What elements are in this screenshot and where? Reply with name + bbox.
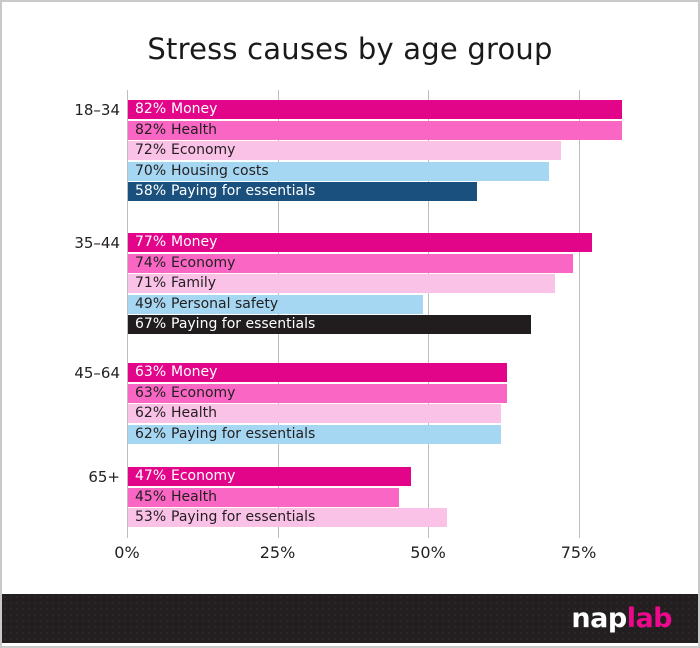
bar-value: 70% — [135, 163, 167, 179]
bar-value: 72% — [135, 142, 167, 158]
bar: 82% Money — [128, 100, 622, 119]
bar-value: 62% — [135, 426, 167, 442]
bar: 62% Paying for essentials — [128, 425, 501, 444]
bar: 71% Family — [128, 274, 555, 293]
bar: 82% Health — [128, 121, 622, 140]
bar-value: 63% — [135, 364, 167, 380]
bar-value: 74% — [135, 255, 167, 271]
footer-bar: naplab — [2, 594, 698, 643]
bar-label: Money — [171, 364, 218, 380]
bar-label: Economy — [171, 255, 236, 271]
bar-value: 63% — [135, 385, 167, 401]
gridline — [428, 90, 429, 538]
bar-value: 62% — [135, 405, 167, 421]
bar-label: Economy — [171, 468, 236, 484]
bar-label: Personal safety — [171, 296, 279, 312]
bar-label: Economy — [171, 385, 236, 401]
bar-label: Paying for essentials — [171, 183, 316, 199]
logo-text-nap: nap — [571, 603, 627, 634]
bar: 74% Economy — [128, 254, 573, 273]
logo-text-lab: lab — [626, 603, 673, 634]
bar: 47% Economy — [128, 467, 411, 486]
bar-value: 71% — [135, 275, 167, 291]
bar-label: Money — [171, 234, 218, 250]
bar-value: 49% — [135, 296, 167, 312]
bar-label: Housing costs — [171, 163, 269, 179]
bar: 63% Money — [128, 363, 507, 382]
group-label: 65+ — [88, 468, 120, 486]
bar-label: Economy — [171, 142, 236, 158]
bar-value: 77% — [135, 234, 167, 250]
bar-label: Health — [171, 405, 217, 421]
bar-label: Health — [171, 122, 217, 138]
bar-label: Paying for essentials — [171, 509, 316, 525]
bar-label: Money — [171, 101, 218, 117]
bar: 49% Personal safety — [128, 295, 423, 314]
bar-value: 82% — [135, 122, 167, 138]
bar-value: 67% — [135, 316, 167, 332]
bar: 72% Economy — [128, 141, 561, 160]
bar: 58% Paying for essentials — [128, 182, 477, 201]
bar-label: Health — [171, 489, 217, 505]
bar-label: Family — [171, 275, 217, 291]
gridline — [127, 90, 128, 538]
bar: 67% Paying for essentials — [128, 315, 531, 334]
bar: 62% Health — [128, 404, 501, 423]
bar-label: Paying for essentials — [171, 426, 316, 442]
group-label: 35–44 — [74, 234, 120, 252]
x-axis-tick-label: 50% — [410, 543, 446, 562]
bar: 53% Paying for essentials — [128, 508, 447, 527]
bar-value: 45% — [135, 489, 167, 505]
x-axis-tick-label: 25% — [259, 543, 296, 562]
x-axis-tick-label: 0% — [114, 543, 140, 562]
x-axis-tick-label: 75% — [560, 543, 597, 562]
bar: 77% Money — [128, 233, 592, 252]
group-label: 18–34 — [74, 101, 120, 119]
bar: 70% Housing costs — [128, 162, 549, 181]
bar-label: Paying for essentials — [171, 316, 316, 332]
bar-value: 82% — [135, 101, 167, 117]
gridline — [578, 90, 580, 538]
chart-title: Stress causes by age group — [147, 32, 553, 66]
bar: 63% Economy — [128, 384, 507, 403]
bar-value: 53% — [135, 509, 167, 525]
naplab-logo: naplab — [571, 603, 672, 634]
bar-value: 58% — [135, 183, 167, 199]
group-label: 45–64 — [74, 364, 120, 382]
gridline — [277, 90, 279, 538]
bar: 45% Health — [128, 488, 399, 507]
bar-value: 47% — [135, 468, 167, 484]
